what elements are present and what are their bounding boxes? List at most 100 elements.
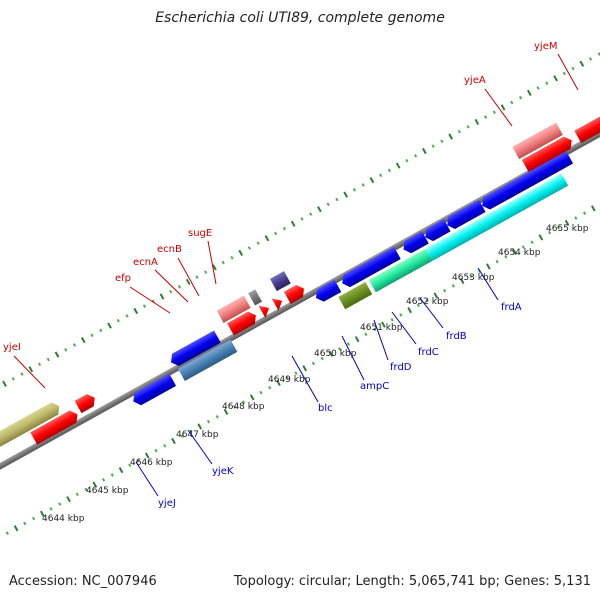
gene-small-forward[interactable] xyxy=(74,392,98,414)
tick-mark xyxy=(72,343,77,347)
gene-blc[interactable] xyxy=(338,281,373,310)
tick-mark xyxy=(518,95,523,100)
tick-mark xyxy=(136,458,141,463)
gene-label-yjeM[interactable]: yjeM xyxy=(534,41,557,52)
gene-label-blc[interactable]: blc xyxy=(318,403,333,414)
gene-ampC[interactable] xyxy=(368,248,433,293)
label-leader-line xyxy=(177,257,200,297)
tick-mark xyxy=(530,240,534,245)
gene-sugE-a[interactable] xyxy=(271,295,286,311)
tick-mark xyxy=(495,259,499,264)
gene-sugE[interactable] xyxy=(270,271,291,292)
gene-label-frdB[interactable]: frdB xyxy=(446,331,467,342)
tick-mark xyxy=(399,313,403,317)
tick-mark xyxy=(431,144,435,148)
tick-mark xyxy=(526,89,532,96)
tick-mark xyxy=(326,202,330,207)
tick-mark xyxy=(215,414,219,419)
tick-mark xyxy=(189,429,193,434)
tick-mark xyxy=(23,521,27,526)
genome-backbone xyxy=(0,93,600,507)
gene-ecnA[interactable] xyxy=(248,289,263,306)
tick-mark xyxy=(49,507,53,511)
label-leader-line xyxy=(207,240,217,285)
tick-mark xyxy=(133,307,139,315)
gene-yjeI-forward[interactable] xyxy=(30,408,81,445)
tick-mark xyxy=(223,408,229,416)
gene-label-efp[interactable]: efp xyxy=(115,273,131,284)
tick-mark xyxy=(11,377,15,381)
tick-mark xyxy=(379,173,383,178)
tick-mark xyxy=(536,86,540,90)
tick-mark xyxy=(553,75,558,82)
gene-label-ecnA[interactable]: ecnA xyxy=(133,257,158,268)
gene-label-frdD[interactable]: frdD xyxy=(390,362,412,373)
tick-mark xyxy=(571,66,575,71)
tick-mark xyxy=(159,293,165,300)
gene-yjeA-forward[interactable] xyxy=(521,134,575,173)
tick-mark xyxy=(285,376,289,380)
tick-mark xyxy=(547,230,552,235)
gene-label-yjeK[interactable]: yjeK xyxy=(212,466,234,477)
gene-efp-forward[interactable] xyxy=(227,309,259,336)
tick-label: 4652 kbp xyxy=(406,297,449,307)
gene-yjeA[interactable] xyxy=(512,122,563,160)
tick-mark xyxy=(500,104,506,111)
tick-mark xyxy=(492,110,496,115)
gene-label-frdA[interactable]: frdA xyxy=(501,302,522,313)
gene-frdD[interactable] xyxy=(400,231,429,255)
tick-mark xyxy=(99,328,103,333)
gene-sugE-forward[interactable] xyxy=(283,283,307,304)
gene-frdA[interactable] xyxy=(479,151,574,212)
tick-mark xyxy=(512,248,517,256)
gene-label-yjeA[interactable]: yjeA xyxy=(464,75,486,86)
gene-frdB[interactable] xyxy=(444,199,486,232)
tick-mark xyxy=(37,362,42,367)
gene-label-yjeJ[interactable]: yjeJ xyxy=(158,498,176,509)
tick-mark xyxy=(582,211,587,215)
tick-mark xyxy=(556,225,560,230)
label-leader-line xyxy=(557,53,579,91)
tick-mark xyxy=(405,158,409,163)
gene-yjeI[interactable] xyxy=(0,400,63,470)
gene-efp[interactable] xyxy=(216,295,251,323)
tick-mark xyxy=(238,249,244,256)
gene-yjeM[interactable] xyxy=(574,83,600,144)
gene-label-ampC[interactable]: ampC xyxy=(360,381,389,392)
tick-label: 4654 kbp xyxy=(498,248,541,258)
gene-frd-operon[interactable] xyxy=(425,173,569,261)
gene-ecnB[interactable] xyxy=(258,302,273,319)
gene-blue-3[interactable] xyxy=(313,279,342,304)
gene-frdC[interactable] xyxy=(422,219,451,243)
gene-blue-4[interactable] xyxy=(339,246,401,290)
tick-mark xyxy=(169,289,173,294)
gene-label-frdC[interactable]: frdC xyxy=(418,347,439,358)
tick-mark xyxy=(369,177,375,184)
tick-mark xyxy=(538,234,544,241)
tick-mark xyxy=(54,351,60,358)
gene-blue-1[interactable] xyxy=(130,373,177,408)
tick-mark xyxy=(416,303,420,308)
gene-label-sugE[interactable]: sugE xyxy=(188,228,212,239)
tick-mark xyxy=(39,510,45,517)
tick-mark xyxy=(309,212,313,216)
gene-label-yjeI[interactable]: yjeI xyxy=(3,342,21,353)
gene-blue-2[interactable] xyxy=(168,330,221,369)
tick-mark xyxy=(361,183,365,187)
tick-mark xyxy=(154,448,158,453)
gene-label-ecnB[interactable]: ecnB xyxy=(157,244,182,255)
tick-mark xyxy=(206,419,211,424)
tick-mark xyxy=(212,264,217,271)
label-leader-line xyxy=(484,88,513,127)
tick-mark xyxy=(101,477,106,482)
tick-label: 4650 kbp xyxy=(314,349,357,359)
tick-mark xyxy=(597,52,600,56)
label-leader-line xyxy=(291,355,319,403)
tick-mark xyxy=(300,217,304,221)
gene-yjeK[interactable] xyxy=(178,339,238,381)
tick-mark xyxy=(20,372,24,376)
tick-mark xyxy=(486,263,491,270)
tick-mark xyxy=(338,347,342,351)
label-leader-line xyxy=(477,267,499,301)
